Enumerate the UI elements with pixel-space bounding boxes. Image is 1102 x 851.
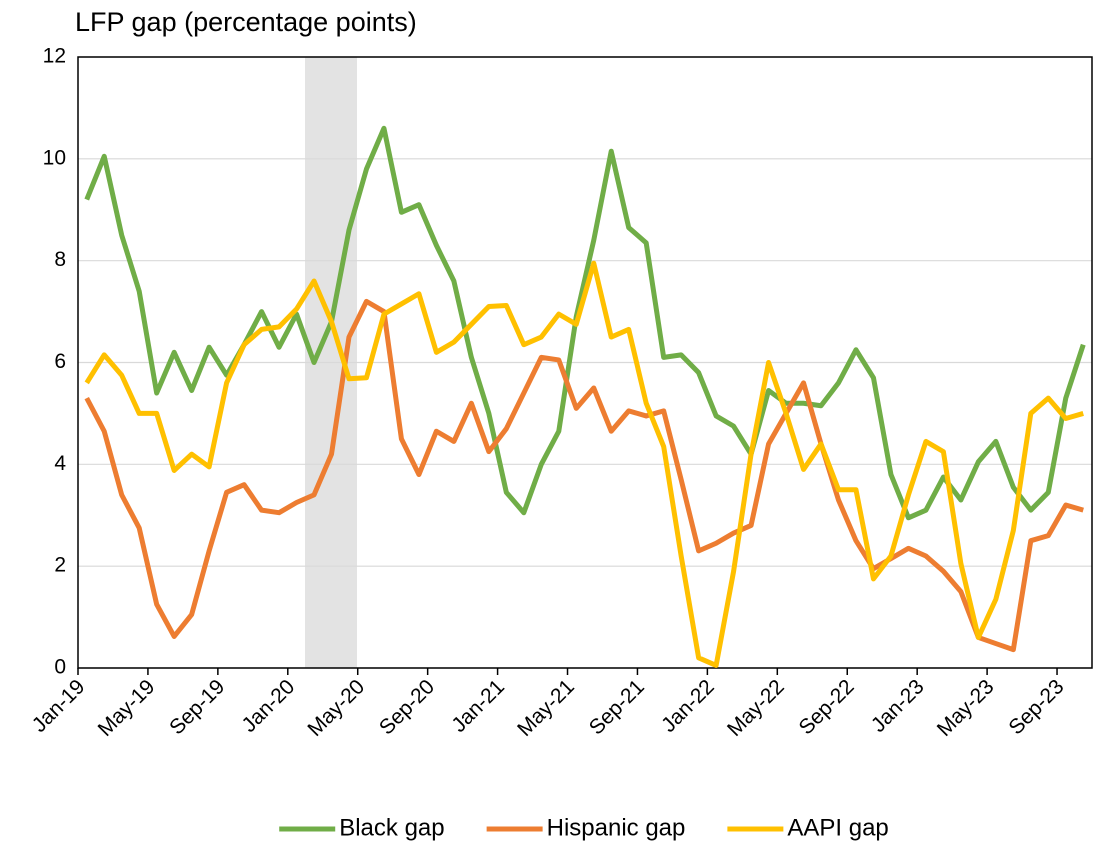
x-tick-label: May-19 bbox=[94, 675, 160, 741]
x-tick-label: Sep-19 bbox=[165, 675, 229, 739]
x-tick-label: Jan-21 bbox=[447, 675, 509, 737]
x-tick-label: Jan-22 bbox=[657, 675, 719, 737]
plot-frame bbox=[77, 56, 1093, 669]
y-tick-label: 10 bbox=[43, 146, 66, 169]
x-tick-label: May-22 bbox=[723, 675, 789, 741]
y-tick-label: 12 bbox=[43, 45, 66, 68]
x-tick-label: Jan-20 bbox=[238, 675, 300, 737]
y-tick-label: 4 bbox=[54, 452, 66, 475]
chart-title: LFP gap (percentage points) bbox=[75, 7, 417, 37]
x-tick-label: Sep-23 bbox=[1004, 675, 1068, 739]
x-tick-label: Jan-23 bbox=[867, 675, 929, 737]
legend-label: Hispanic gap bbox=[547, 814, 686, 841]
x-tick-label: Sep-22 bbox=[795, 675, 859, 739]
y-tick-label: 0 bbox=[54, 656, 66, 679]
y-tick-label: 8 bbox=[54, 248, 66, 271]
x-tick-label: May-21 bbox=[513, 675, 579, 741]
series-line bbox=[84, 125, 1086, 521]
x-tick-label: Jan-19 bbox=[28, 675, 90, 737]
x-tick-label: May-20 bbox=[303, 675, 369, 741]
y-tick-label: 2 bbox=[54, 554, 66, 577]
series-line bbox=[84, 260, 1084, 668]
legend-label: Black gap bbox=[339, 814, 444, 841]
y-tick-label: 6 bbox=[54, 350, 66, 373]
x-tick-label: Sep-21 bbox=[585, 675, 649, 739]
series-line bbox=[84, 298, 1084, 653]
legend-label: AAPI gap bbox=[787, 814, 888, 841]
x-tick-label: Sep-20 bbox=[375, 675, 439, 739]
legend: Black gap Hispanic gap AAPI gap bbox=[279, 814, 889, 841]
x-tick-label: May-23 bbox=[933, 675, 999, 741]
